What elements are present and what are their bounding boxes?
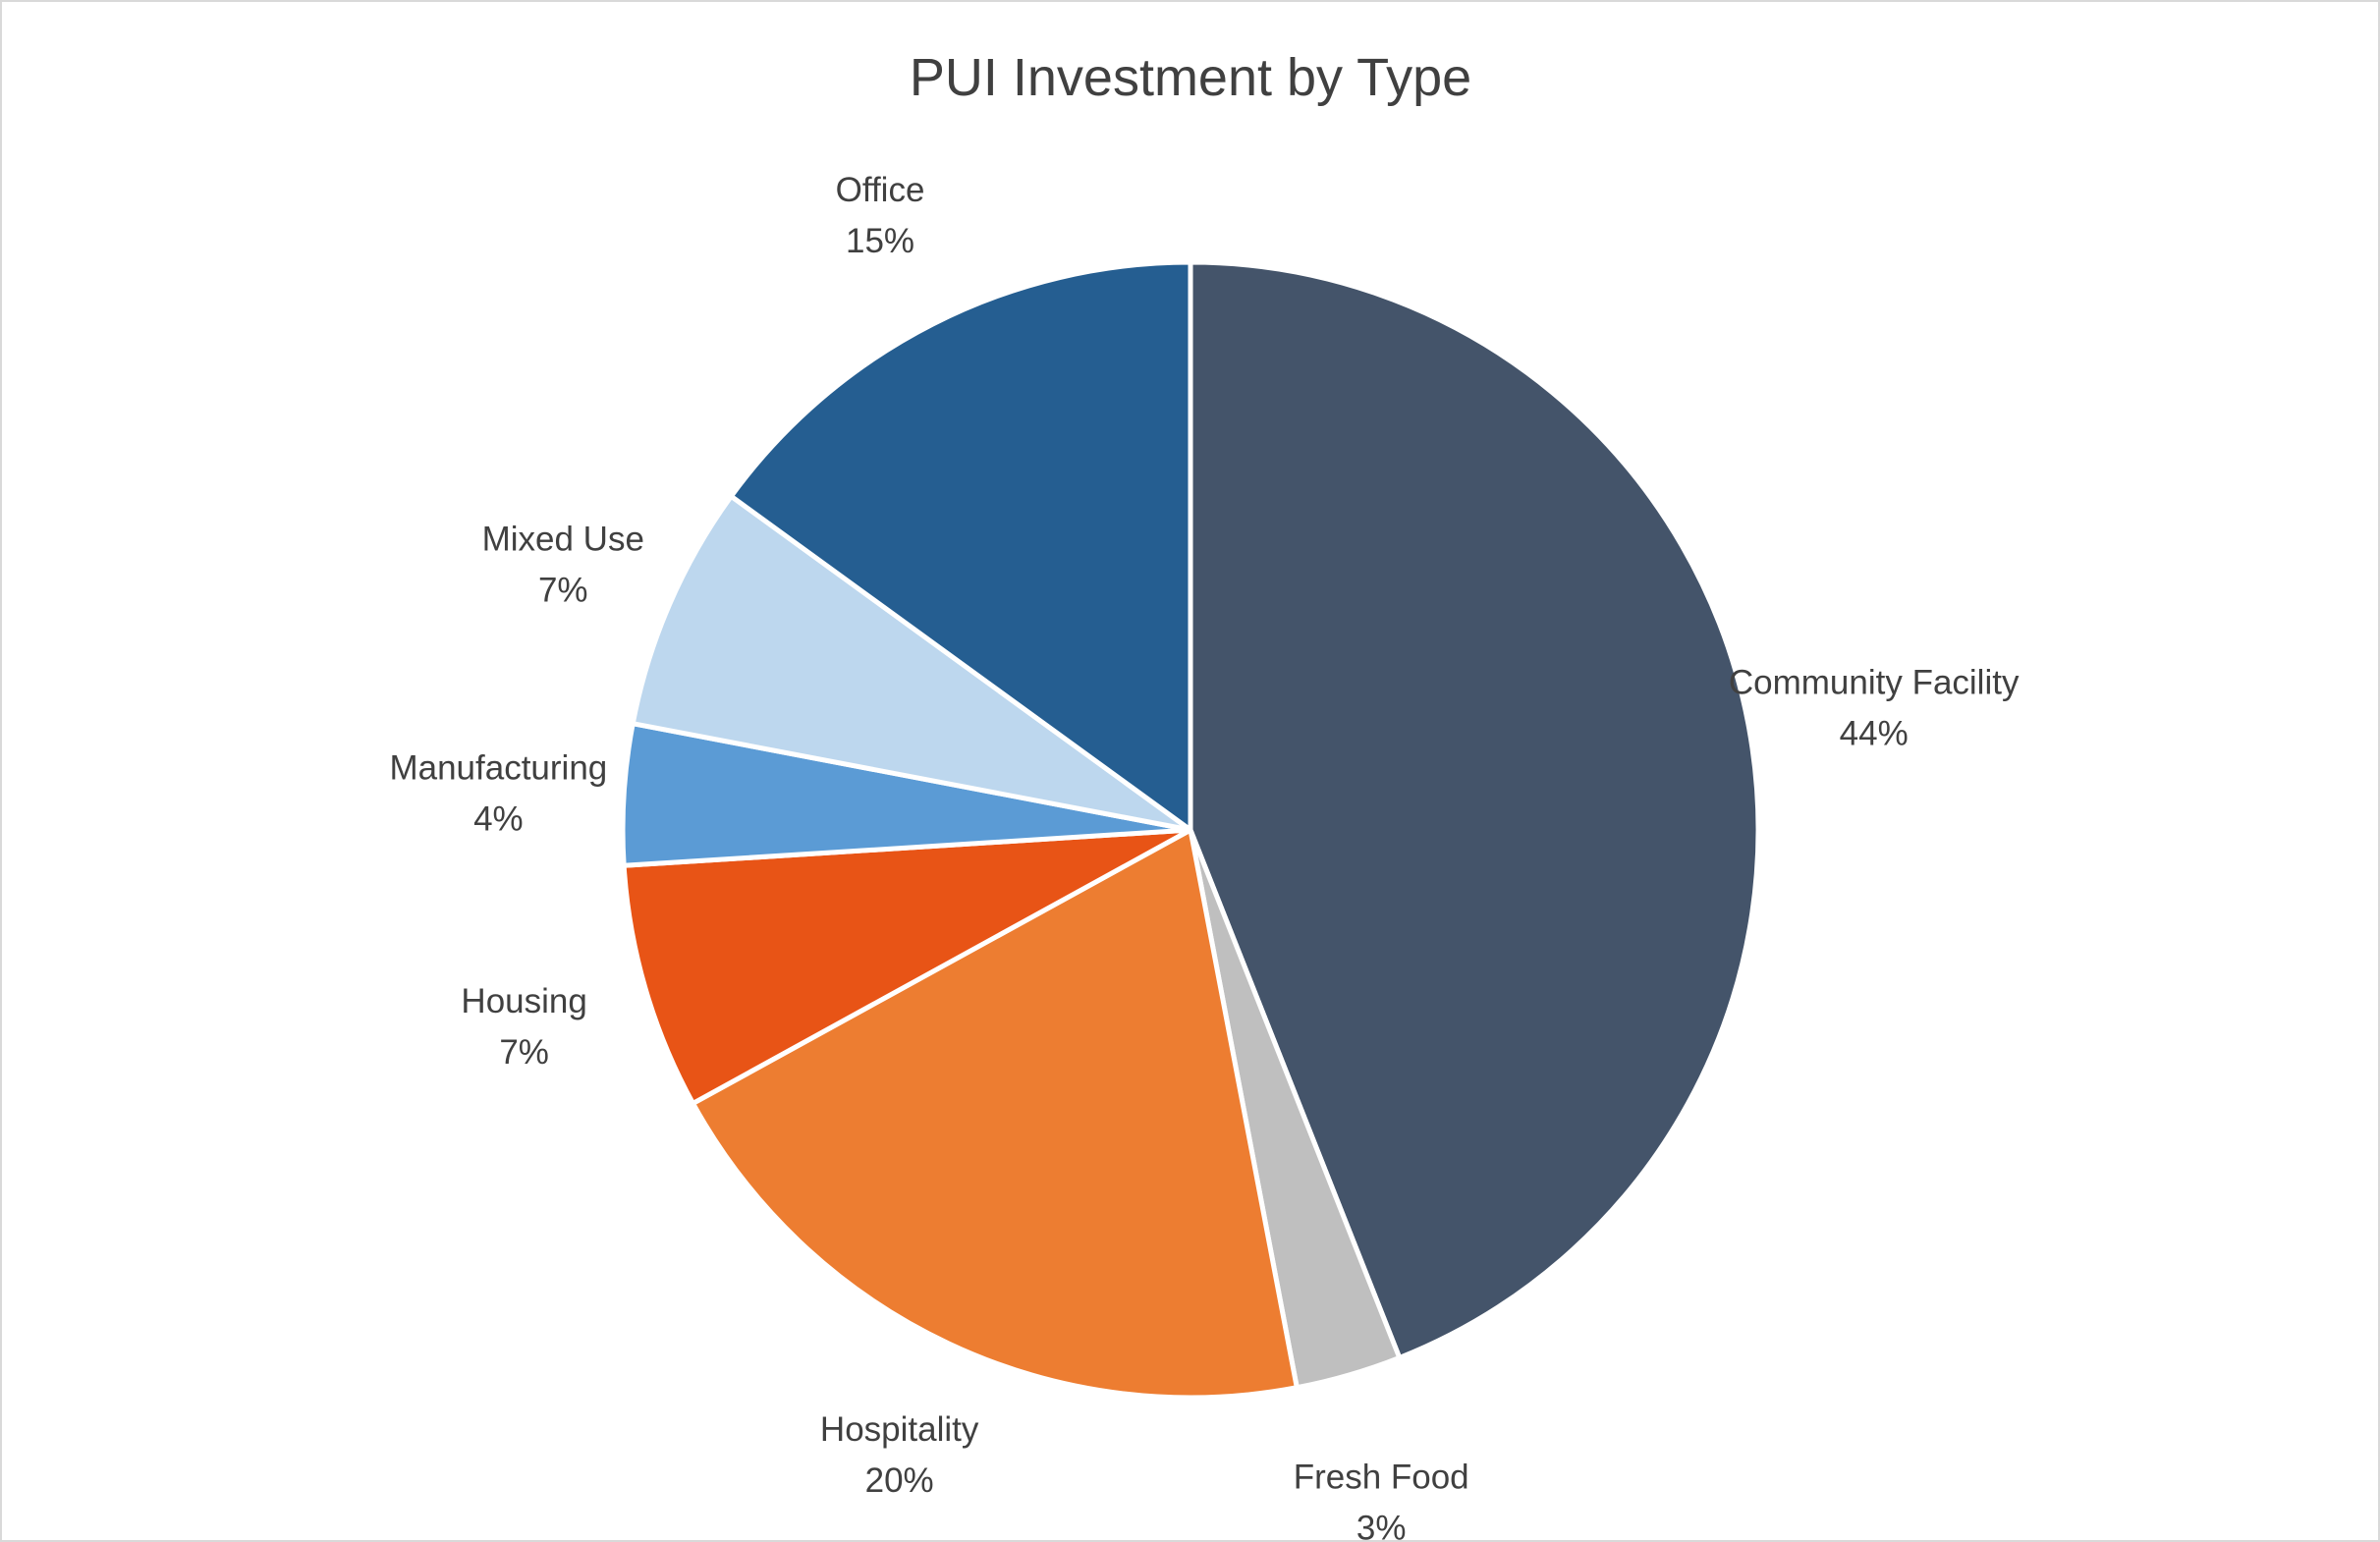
slice-percent-label: 4% [473, 799, 524, 838]
slice-category-label: Fresh Food [1294, 1458, 1469, 1496]
slice-percent-label: 7% [499, 1033, 549, 1072]
slice-label-hospitality: Hospitality 20% [820, 1410, 979, 1500]
slice-label-manufacturing: Manufacturing 4% [389, 748, 607, 838]
slice-label-fresh-food: Fresh Food 3% [1294, 1458, 1469, 1540]
slice-category-label: Mixed Use [482, 521, 644, 559]
slice-category-label: Manufacturing [389, 748, 607, 787]
slice-category-label: Housing [461, 982, 586, 1020]
slice-percent-label: 20% [865, 1461, 934, 1500]
slice-label-housing: Housing 7% [461, 982, 586, 1072]
slice-hospitality [690, 827, 1300, 1401]
slice-label-community-facility: Community Facility 44% [1729, 664, 2020, 753]
slice-community-facility [1188, 259, 1761, 1360]
slice-category-label: Community Facility [1729, 664, 2020, 702]
pie-slices [620, 259, 1761, 1401]
slice-office [728, 259, 1193, 833]
chart-title: PUI Investment by Type [910, 48, 1471, 107]
slice-percent-label: 7% [538, 572, 588, 610]
slice-category-label: Hospitality [820, 1410, 979, 1449]
slice-label-office: Office 15% [836, 171, 925, 260]
slice-percent-label: 15% [846, 222, 914, 260]
slice-mixed-use [630, 493, 1193, 833]
slice-label-mixed-use: Mixed Use 7% [482, 521, 644, 610]
slice-labels: Community Facility 44% Fresh Food 3% Hospita… [389, 171, 2019, 1540]
slice-housing [621, 827, 1193, 1106]
slice-percent-label: 44% [1840, 715, 1909, 753]
slice-percent-label: 3% [1356, 1509, 1407, 1540]
slice-category-label: Office [836, 171, 925, 209]
